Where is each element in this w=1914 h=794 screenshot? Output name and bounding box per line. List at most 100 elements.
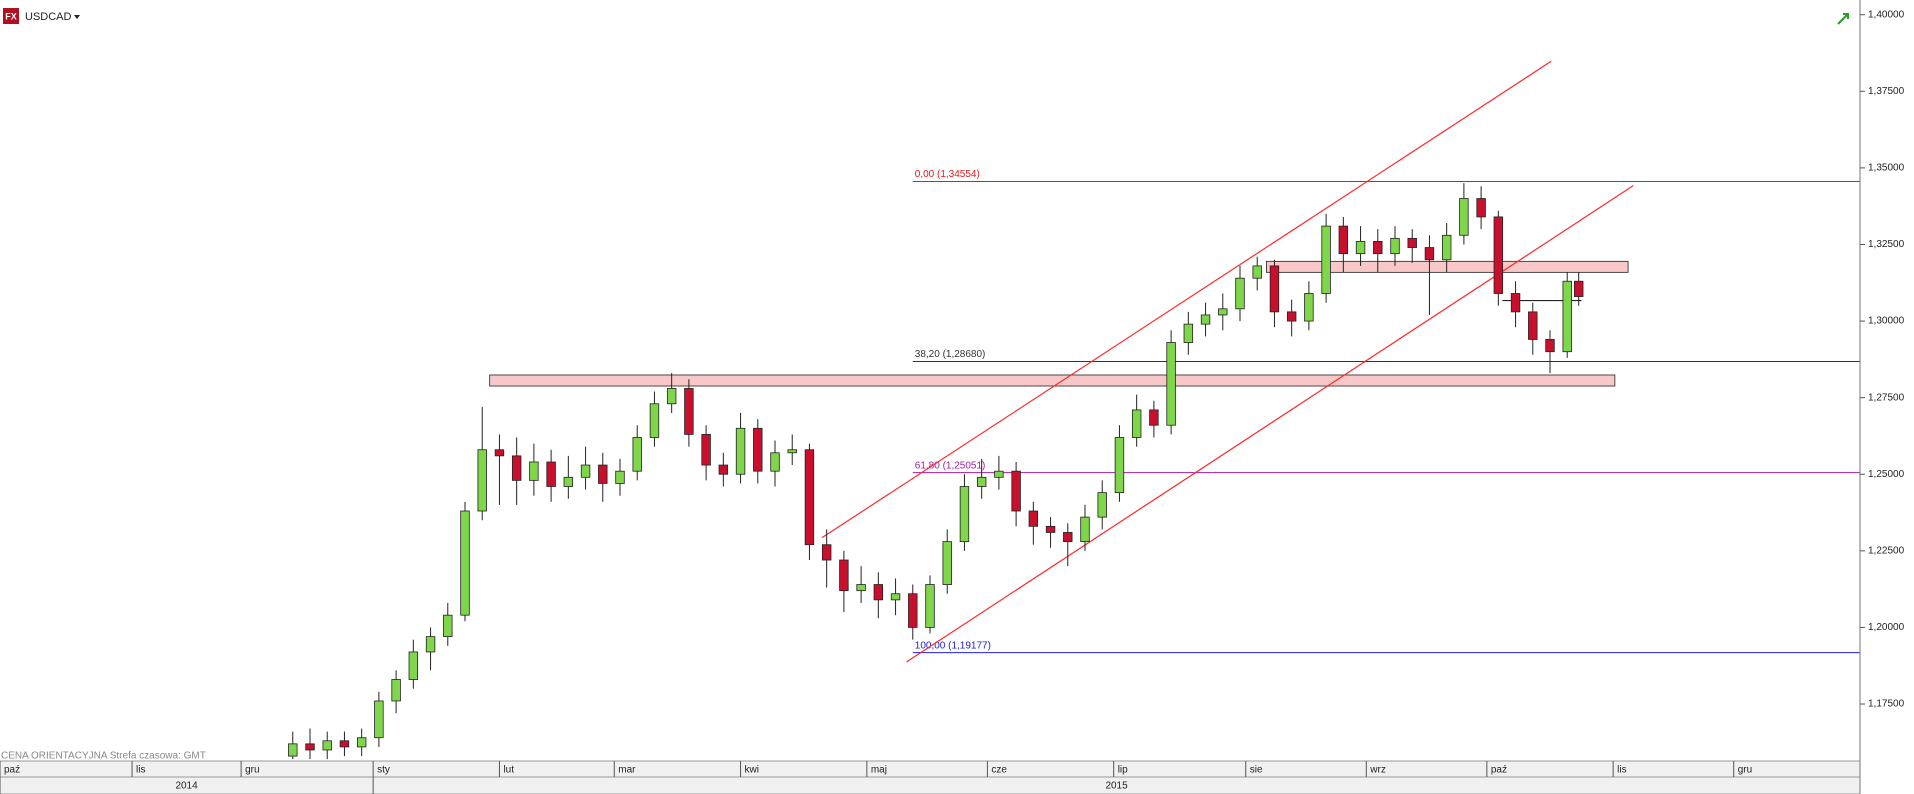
candle-body xyxy=(374,700,384,739)
candle-body xyxy=(356,737,367,748)
candle-body xyxy=(753,427,763,472)
candle-body xyxy=(1235,277,1245,310)
candle-body xyxy=(1097,492,1107,518)
candle-body xyxy=(1390,237,1400,255)
candle-body xyxy=(976,476,987,487)
candle-body xyxy=(959,486,970,543)
dropdown-arrow[interactable] xyxy=(74,15,80,19)
zone xyxy=(1266,260,1629,273)
candle-body xyxy=(408,651,419,680)
candle-body xyxy=(821,544,832,561)
candle-body xyxy=(1080,516,1090,543)
candle-body xyxy=(322,740,332,751)
y-tick-label: 1,27500 xyxy=(1868,392,1905,403)
y-tick-label: 1,30000 xyxy=(1868,316,1905,327)
candle-body xyxy=(873,584,884,601)
candle-body xyxy=(1476,198,1486,218)
x-tick-label: cze xyxy=(991,765,1007,776)
candle-body xyxy=(443,614,453,638)
candle-body xyxy=(1459,198,1469,236)
candle-body xyxy=(339,740,350,748)
candle-body xyxy=(1252,265,1262,279)
x-tick-label: paź xyxy=(1491,765,1507,776)
footnote: CENA ORIENTACYJNA Strefa czasowa: GMT xyxy=(1,751,206,762)
candle-body xyxy=(1114,437,1125,494)
candle-body xyxy=(1045,525,1056,533)
chart-title[interactable]: USDCAD xyxy=(25,11,72,23)
candle-body xyxy=(718,464,729,475)
candle-body xyxy=(1545,339,1555,353)
candle-body xyxy=(1166,342,1176,426)
candle-body xyxy=(701,434,711,466)
x-tick-label: lis xyxy=(136,765,145,776)
candle-body xyxy=(477,449,487,512)
y-tick-label: 1,25000 xyxy=(1868,469,1905,480)
candle-body xyxy=(684,388,694,435)
candle-body xyxy=(1441,234,1452,261)
candle-body xyxy=(1269,265,1280,313)
candle-body xyxy=(1131,409,1142,438)
x-tick-label: sie xyxy=(1250,765,1263,776)
candle-body xyxy=(632,437,642,472)
candle-body xyxy=(1028,510,1039,527)
candle-body xyxy=(1063,532,1073,543)
y-tick-label: 1,35000 xyxy=(1868,163,1905,174)
x-tick-label: lis xyxy=(1617,765,1626,776)
candle-body xyxy=(1528,311,1538,340)
candle-body xyxy=(856,584,866,592)
candle-body xyxy=(1424,247,1435,261)
candle-body xyxy=(1149,409,1159,426)
candle-body xyxy=(288,743,298,757)
candle-body xyxy=(1373,241,1383,255)
x-tick-label: lip xyxy=(1118,765,1128,776)
candle-body xyxy=(1200,314,1211,325)
candle-body xyxy=(563,476,574,487)
candle-body xyxy=(1183,323,1194,343)
candle-body xyxy=(1510,293,1521,313)
candle-body xyxy=(804,449,815,546)
trend-icon[interactable] xyxy=(1837,13,1849,25)
logo-text: FX xyxy=(5,11,17,21)
candle-body xyxy=(1011,470,1021,512)
fib-label: 0,00 (1,34554) xyxy=(915,169,980,180)
candle-body xyxy=(1338,225,1349,255)
candle-body xyxy=(890,593,901,601)
x-tick-label: kwi xyxy=(745,765,759,776)
year-label: 2015 xyxy=(1105,781,1128,792)
candle-body xyxy=(580,464,591,478)
candle-body xyxy=(511,455,522,481)
candle-body xyxy=(1321,225,1331,294)
x-tick-label: lut xyxy=(503,765,514,776)
candle-body xyxy=(908,593,918,628)
logo-box xyxy=(3,8,19,24)
candle-body xyxy=(546,461,556,487)
trend-line xyxy=(906,185,1634,663)
candle-body xyxy=(425,636,436,653)
x-tick-label: sty xyxy=(377,765,390,776)
candle-body xyxy=(1562,280,1572,353)
year-label: 2014 xyxy=(175,781,198,792)
x-tick-label: paź xyxy=(4,765,20,776)
candle-body xyxy=(666,388,677,405)
plot-area: 0,00 (1,34554) 38,20 (1,28680) 61,80 (1,25… xyxy=(288,60,1860,760)
candle-body xyxy=(1218,308,1228,316)
candle-body xyxy=(649,403,660,438)
y-tick-label: 1,17500 xyxy=(1868,699,1905,710)
x-tick-label: gru xyxy=(1738,765,1752,776)
y-tick-label: 1,40000 xyxy=(1868,9,1905,20)
candle-body xyxy=(598,464,608,484)
candle-body xyxy=(391,679,401,702)
candle-body xyxy=(735,427,746,475)
candle-body xyxy=(1407,237,1417,248)
candle-body xyxy=(994,470,1004,478)
trend-line xyxy=(821,60,1552,539)
candle-body xyxy=(787,449,797,454)
candle-body xyxy=(839,559,849,592)
y-tick-label: 1,32500 xyxy=(1868,239,1905,250)
candle-body xyxy=(615,470,625,484)
candle-body xyxy=(942,541,952,585)
x-tick-label: gru xyxy=(245,765,259,776)
candle-body xyxy=(1355,241,1366,255)
x-tick-label: wrz xyxy=(1369,765,1386,776)
